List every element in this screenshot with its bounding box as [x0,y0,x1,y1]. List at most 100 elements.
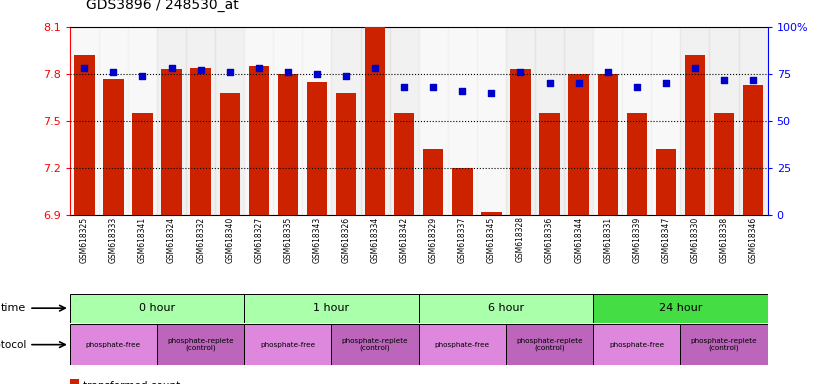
Text: 1 hour: 1 hour [314,303,350,313]
Bar [336,93,356,215]
Bar [743,85,764,215]
Point [369,65,382,71]
Bar [128,27,157,215]
Bar [157,27,186,215]
Text: phosphate-replete
(control): phosphate-replete (control) [690,338,757,351]
Bar [70,324,157,365]
Text: phosphate-replete
(control): phosphate-replete (control) [516,338,583,351]
Point [397,84,410,90]
Point [572,80,585,86]
Point [746,76,759,83]
Bar [535,27,564,215]
Bar [685,55,705,215]
Point [78,65,91,71]
Bar [419,27,447,215]
Point [339,73,352,79]
Text: 6 hour: 6 hour [488,303,524,313]
Bar [186,27,215,215]
Point [194,67,207,73]
Bar [70,294,245,323]
Text: phosphate-free: phosphate-free [86,342,141,348]
Bar [190,68,211,215]
Bar [390,27,419,215]
Text: 0 hour: 0 hour [139,303,175,313]
Point [252,65,265,71]
Point [718,76,731,83]
Bar [506,27,535,215]
Bar [273,27,302,215]
Bar [219,93,240,215]
Bar [651,27,681,215]
Bar [332,27,360,215]
Bar [511,69,530,215]
Bar [132,113,153,215]
Bar [162,69,181,215]
Bar [598,74,618,215]
Bar [245,324,332,365]
Bar [74,55,94,215]
Bar [593,294,768,323]
Bar [713,113,734,215]
Bar [568,74,589,215]
Point [310,71,323,77]
Bar [70,379,79,384]
Text: phosphate-free: phosphate-free [435,342,490,348]
Bar [447,27,477,215]
Bar [302,27,332,215]
Bar [739,27,768,215]
Point [427,84,440,90]
Bar [360,27,390,215]
Text: phosphate-replete
(control): phosphate-replete (control) [342,338,408,351]
Bar [157,324,245,365]
Bar [709,27,739,215]
Text: phosphate-free: phosphate-free [260,342,315,348]
Text: GDS3896 / 248530_at: GDS3896 / 248530_at [86,0,239,12]
Bar [245,27,273,215]
Point [136,73,149,79]
Bar [452,168,473,215]
Bar [394,113,415,215]
Point [223,69,236,75]
Bar [681,324,768,365]
Bar [423,149,443,215]
Bar [506,324,594,365]
Bar [103,79,124,215]
Bar [539,113,560,215]
Point [107,69,120,75]
Text: phosphate-free: phosphate-free [609,342,664,348]
Point [165,65,178,71]
Bar [564,27,594,215]
Text: transformed count: transformed count [83,381,180,384]
Point [631,84,644,90]
Bar [681,27,709,215]
Bar [99,27,128,215]
Bar [70,27,99,215]
Point [688,65,701,71]
Bar [419,324,506,365]
Bar [215,27,245,215]
Bar [622,27,651,215]
Text: growth protocol: growth protocol [0,339,26,350]
Text: 24 hour: 24 hour [658,303,702,313]
Point [601,69,614,75]
Text: time: time [1,303,26,313]
Bar [307,82,327,215]
Bar [656,149,676,215]
Bar [481,212,502,215]
Bar [593,324,681,365]
Point [282,69,295,75]
Point [543,80,556,86]
Point [659,80,672,86]
Bar [332,324,419,365]
Point [514,69,527,75]
Bar [277,74,298,215]
Bar [419,294,594,323]
Point [485,90,498,96]
Bar [626,113,647,215]
Bar [594,27,622,215]
Bar [477,27,506,215]
Bar [365,27,385,215]
Text: phosphate-replete
(control): phosphate-replete (control) [167,338,234,351]
Point [456,88,469,94]
Bar [249,66,269,215]
